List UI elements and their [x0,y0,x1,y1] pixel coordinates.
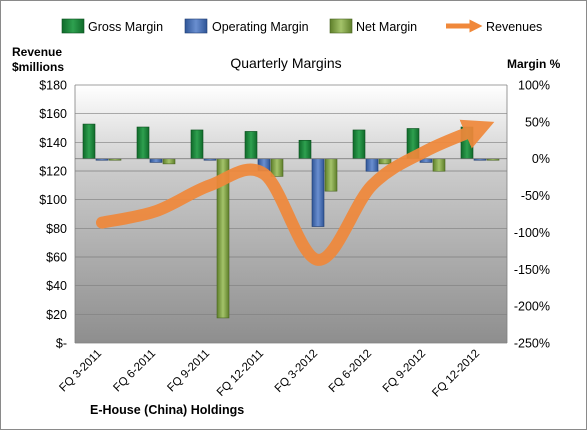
gridlines [74,84,508,344]
operating-margin-bar [311,158,325,227]
net-margin-bar [324,158,338,192]
legend-swatch-net [329,18,353,34]
left-tick-label: $160 [39,107,67,121]
left-tick-label: $180 [39,79,67,93]
net-margin-bar [270,158,284,177]
legend-label-gross: Gross Margin [88,20,163,34]
left-tick-label: $- [56,337,67,351]
net-margin-bar [378,158,392,165]
legend-swatch-operating [184,18,208,34]
net-margin-bar [432,158,446,172]
gross-margin-bar [298,139,312,160]
right-tick-label: -100% [514,226,550,240]
chart-title: Quarterly Margins [230,55,341,71]
operating-margin-bar [365,158,379,172]
right-tick-label: -150% [514,263,550,277]
right-tick-label: -50% [521,189,550,203]
right-tick-label: -200% [514,300,550,314]
legend: Gross Margin Operating Margin Net Margin… [61,18,542,34]
gross-margin-bar [352,129,366,160]
legend-label-operating: Operating Margin [212,20,309,34]
left-tick-label: $100 [39,193,67,207]
legend-label-net: Net Margin [356,20,417,34]
company-name: E-House (China) Holdings [90,403,244,417]
right-tick-label: 100% [518,79,550,93]
right-axis-label: Margin % [507,57,561,71]
gross-margin-bar [190,129,204,160]
left-tick-label: $140 [39,136,67,150]
legend-swatch-gross [61,18,85,34]
right-tick-label: 50% [525,115,550,129]
left-tick-label: $60 [46,251,67,265]
gross-margin-bar [244,131,258,160]
net-margin-bar [162,158,176,165]
left-axis-ticks: $- $20 $40 $60 $80 $100 $120 $140 $160 $180 [39,79,67,351]
left-tick-label: $120 [39,165,67,179]
left-tick-label: $20 [46,308,67,322]
left-tick-label: $40 [46,279,67,293]
right-tick-label: 0% [532,152,550,166]
revenue-series [96,119,495,266]
revenues-line [96,119,495,266]
gross-margin-bar [136,126,150,160]
left-tick-label: $80 [46,222,67,236]
legend-label-revenues: Revenues [486,20,542,34]
operating-margin-bar [149,158,163,163]
left-axis-label-line2: $millions [12,60,64,74]
right-tick-label: -250% [514,337,550,351]
gross-margin-bar [82,123,96,160]
left-axis-label-line1: Revenue [12,45,62,59]
right-axis-ticks: -250% -200% -150% -100% -50% 0% 50% 100% [514,79,550,351]
